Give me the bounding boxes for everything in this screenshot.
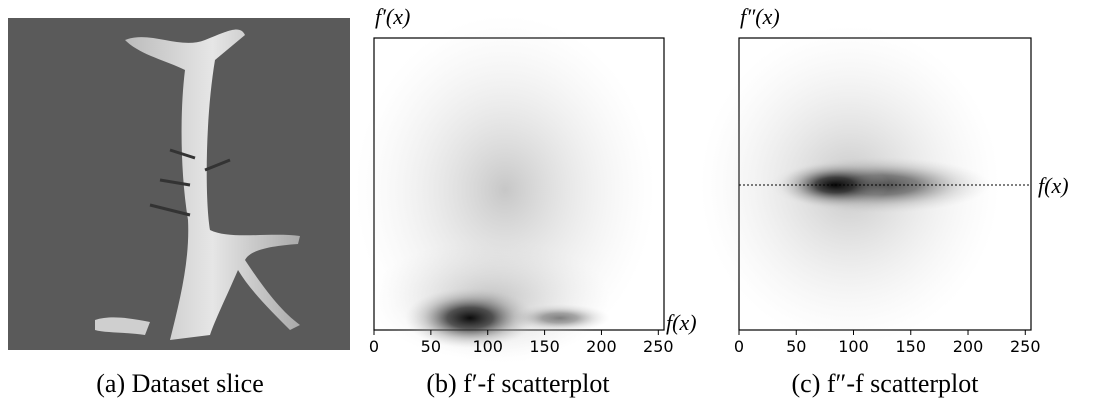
x-tick-label: 50 [786, 337, 806, 356]
caption: (a) Dataset slice [96, 369, 263, 398]
x-tick-label: 150 [895, 337, 926, 356]
density-plot-b [355, 15, 665, 365]
x-tick-label: 100 [472, 337, 503, 356]
x-tick-label: 200 [586, 337, 617, 356]
density-plot-c [700, 25, 1032, 345]
x-tick-label: 150 [529, 337, 560, 356]
x-tick-label: 50 [421, 337, 441, 356]
caption: (c) f″-f scatterplot [792, 369, 980, 398]
x-tick-label: 200 [953, 337, 984, 356]
x-axis-label: f(x) [1038, 173, 1069, 198]
x-tick-label: 0 [369, 337, 379, 356]
y-axis-label: f″(x) [740, 4, 780, 29]
x-tick-label: 0 [734, 337, 744, 356]
x-tick-label: 250 [643, 337, 674, 356]
x-tick-label: 250 [1010, 337, 1041, 356]
dataset-slice [8, 18, 350, 350]
x-tick-label: 100 [838, 337, 869, 356]
x-axis-label: f(x) [666, 310, 697, 335]
caption: (b) f′-f scatterplot [426, 369, 610, 398]
y-axis-label: f′(x) [375, 4, 410, 29]
